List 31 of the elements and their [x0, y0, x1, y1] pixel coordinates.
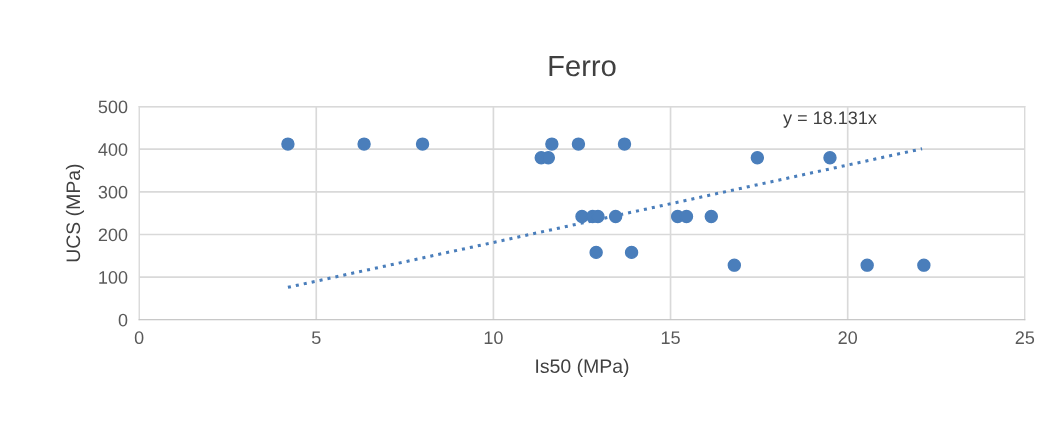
x-tick-label: 20	[838, 331, 858, 345]
point	[823, 151, 837, 165]
x-tick-label: 5	[311, 331, 321, 345]
chart-title: Ferro	[549, 55, 616, 77]
x-tick-label: 0	[134, 331, 144, 345]
point	[750, 151, 765, 165]
point	[281, 137, 295, 151]
y-axis-title: UCS (MPa)	[65, 164, 84, 262]
point	[617, 137, 632, 151]
point	[704, 209, 718, 224]
y-tick-label: 400	[98, 143, 128, 156]
point	[608, 209, 623, 224]
x-tick-label: 25	[1015, 331, 1035, 345]
y-tick-label: 100	[99, 271, 128, 284]
y-tick-label: 200	[98, 228, 128, 242]
point	[415, 137, 430, 151]
x-tick-label: 15	[661, 331, 680, 345]
point	[545, 137, 559, 151]
y-tick-label: 300	[98, 185, 128, 199]
point	[624, 245, 639, 260]
point	[589, 245, 603, 260]
x-axis-title: Is50 (MPa)	[536, 358, 629, 377]
y-tick-label: 500	[98, 100, 128, 114]
x-tick-label: 10	[484, 331, 503, 345]
annotation: y = 18.131x	[783, 111, 877, 128]
point	[357, 137, 371, 151]
point	[727, 258, 742, 272]
y-tick-label: 0	[118, 313, 128, 327]
point	[571, 137, 586, 151]
point	[860, 258, 874, 272]
point	[917, 258, 931, 272]
